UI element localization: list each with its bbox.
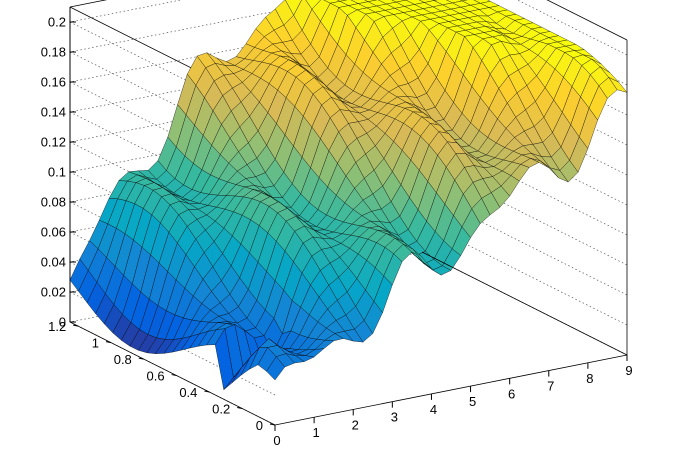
y-tick-label: 0.8 [114,352,132,367]
x-tick-label: 9 [625,363,632,378]
x-tick-label: 7 [547,379,554,394]
z-tick-label: 0.02 [41,285,66,300]
y-tick-label: 1 [92,336,99,351]
box-edge [274,354,628,426]
x-tick-label: 6 [508,386,515,401]
z-tick-label: 0.2 [48,15,66,30]
z-tick-label: 0.12 [41,135,66,150]
surface-mesh [69,0,628,391]
y-tick [204,390,210,393]
z-axis: 0 0.02 0.04 0.06 0.08 0.1 0.12 0.14 0.16 0.18 0.2 [41,7,76,330]
x-tick-label: 1 [312,425,319,440]
x-tick-label: 3 [391,410,398,425]
x-axis: 0 1 2 3 4 5 6 7 8 9 [273,355,633,448]
y-tick [73,324,79,327]
y-tick [237,407,243,410]
x-tick-label: 0 [273,433,280,448]
y-axis: 0 0.2 0.4 0.6 0.8 1 1.2 [48,319,276,433]
surface-cell [608,76,628,93]
y-tick-label: 0.4 [179,385,197,400]
box-edge [421,251,628,356]
z-tick-label: 0.04 [41,255,66,270]
x-tick-label: 4 [430,402,437,417]
y-tick-label: 0.6 [147,369,165,384]
z-gridline [68,0,628,156]
y-tick [105,341,112,344]
x-tick-label: 8 [586,371,593,386]
y-tick [138,357,144,360]
z-tick-label: 0.14 [41,105,66,120]
x-tick-label: 5 [469,394,476,409]
y-tick-label: 1.2 [48,319,66,334]
z-tick-label: 0.06 [41,225,66,240]
box-edge [546,0,628,41]
z-tick-label: 0.1 [48,165,66,180]
y-tick [269,423,276,426]
y-tick [171,374,177,377]
x-tick-label: 2 [352,417,359,432]
y-tick-label: 0 [256,418,263,433]
y-tick-label: 0.2 [212,402,230,417]
z-tick-label: 0.08 [41,195,66,210]
z-tick-label: 0.16 [41,75,66,90]
z-tick-label: 0.18 [41,45,66,60]
z-tick-label: 0 [59,315,66,330]
